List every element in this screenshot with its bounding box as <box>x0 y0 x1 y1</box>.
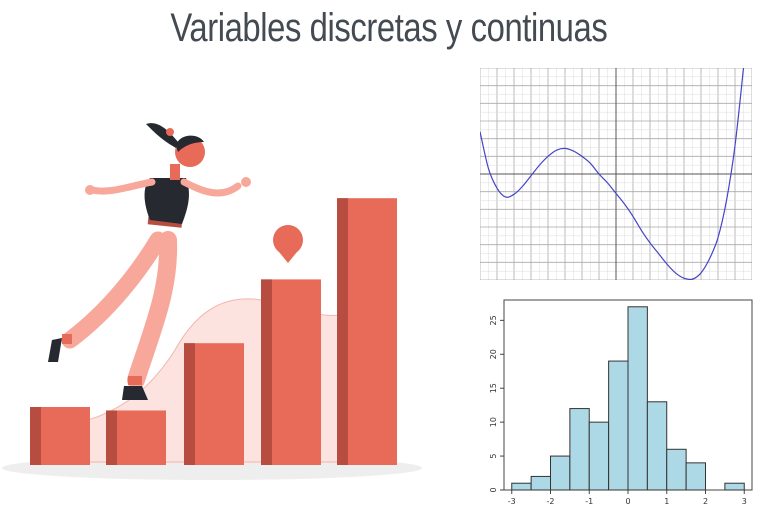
continuous-function-plot <box>480 68 752 280</box>
x-tick-label: 3 <box>742 497 747 506</box>
discrete-variable-illustration <box>2 123 422 480</box>
histogram-bar <box>511 482 532 491</box>
histogram-bar <box>608 360 629 491</box>
y-tick-label: 20 <box>489 349 498 359</box>
page-title: Variables discretas y continuas <box>170 6 608 50</box>
y-tick-label: 0 <box>489 487 498 492</box>
y-tick-label: 15 <box>489 383 498 393</box>
function-curve <box>480 68 745 280</box>
histogram-chart: -3 -2 -1 0 1 2 3 0 5 10 15 20 25 <box>489 299 753 506</box>
histogram-bar <box>627 306 648 491</box>
histogram-bar <box>724 482 745 491</box>
x-tick-label: 0 <box>625 497 630 506</box>
histogram-bar <box>530 475 551 491</box>
x-ticks: -3 -2 -1 0 1 2 3 <box>508 490 747 506</box>
histogram-bars <box>511 306 745 491</box>
step-bar <box>337 198 397 465</box>
histogram-bar <box>685 462 706 491</box>
location-pin-icon <box>273 225 303 263</box>
x-tick-label: -3 <box>508 497 516 506</box>
y-tick-label: 10 <box>489 417 498 427</box>
histogram-bar <box>569 408 590 491</box>
histogram-bar <box>646 401 668 491</box>
x-tick-label: 2 <box>703 497 708 506</box>
y-tick-label: 25 <box>489 315 498 325</box>
step-bar <box>184 343 244 465</box>
step-bar <box>106 410 166 465</box>
histogram-bar <box>666 448 687 491</box>
x-tick-label: 1 <box>664 497 669 506</box>
step-bar <box>261 279 321 465</box>
histogram-bar <box>550 455 571 491</box>
step-bars <box>30 198 397 465</box>
x-tick-label: -2 <box>547 497 555 506</box>
woman-figure <box>48 123 251 400</box>
x-tick-label: -1 <box>585 497 593 506</box>
y-tick-label: 5 <box>489 454 498 459</box>
step-bar <box>30 407 90 465</box>
histogram-bar <box>588 421 610 491</box>
y-ticks: 0 5 10 15 20 25 <box>489 315 504 493</box>
